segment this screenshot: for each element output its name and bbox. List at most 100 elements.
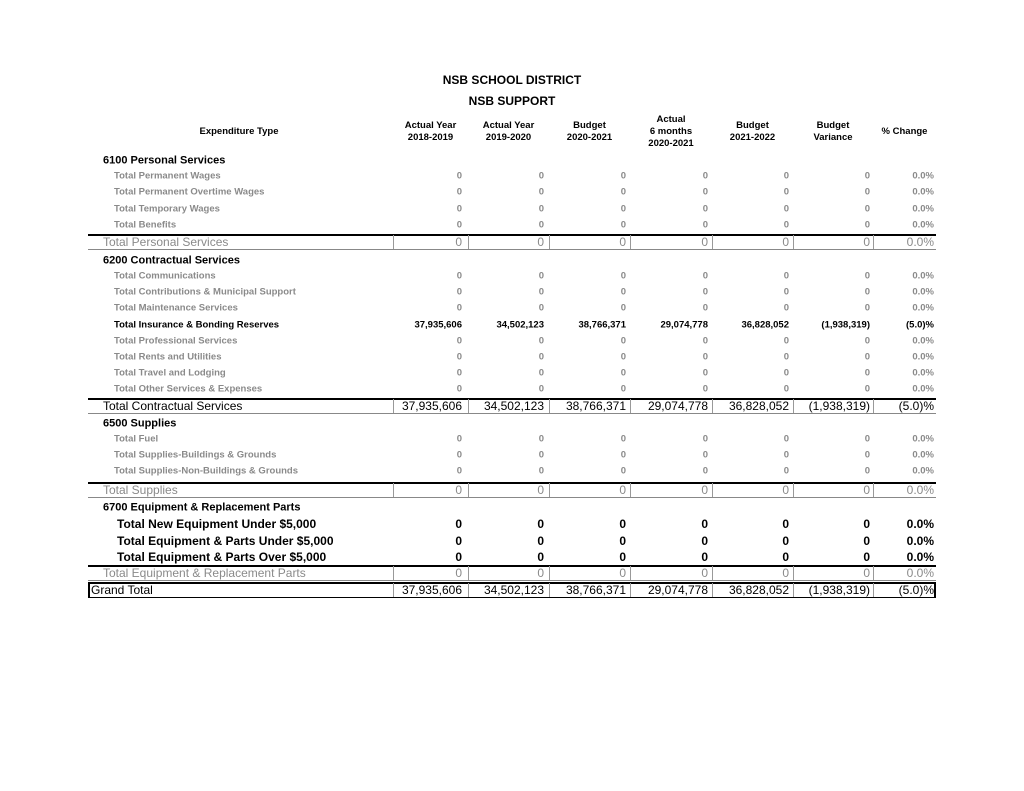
section-heading: 6100 Personal Services <box>103 154 226 167</box>
item-value: 0 <box>620 335 626 347</box>
total-value: 0 <box>455 566 462 580</box>
total-row <box>88 398 936 414</box>
total-value: 0 <box>701 235 708 249</box>
cell-divider <box>793 235 794 249</box>
total-label: Total Personal Services <box>103 235 229 249</box>
item-value: 0 <box>702 351 708 363</box>
item-label: Total Insurance & Bonding Reserves <box>114 319 280 331</box>
item-value: 0 <box>702 335 708 347</box>
item-value: (1,938,319) <box>821 319 870 331</box>
item-value: 0 <box>456 270 462 282</box>
item-value: 0 <box>864 383 870 395</box>
column-header: Actual Year 2019-2020 <box>482 120 535 143</box>
item-value: 0 <box>538 383 544 395</box>
item-value: 0 <box>863 517 870 531</box>
total-value: 38,766,371 <box>565 583 626 597</box>
cell-divider <box>712 483 713 497</box>
item-value: 0.0% <box>912 170 934 182</box>
item-value: 0 <box>783 367 789 379</box>
item-label: Total Other Services & Expenses <box>114 383 263 395</box>
item-value: 0 <box>702 170 708 182</box>
item-value: 0 <box>701 550 708 564</box>
total-value: 0.0% <box>906 483 934 497</box>
item-value: 0.0% <box>906 550 934 564</box>
item-value: 0 <box>702 465 708 477</box>
column-header: Expenditure Type <box>199 126 279 138</box>
item-value: 0 <box>619 517 626 531</box>
item-value: 0.0% <box>912 186 934 198</box>
report-subtitle: NSB SUPPORT <box>468 94 556 108</box>
item-value: 0 <box>864 367 870 379</box>
item-value: 0 <box>620 203 626 215</box>
cell-divider <box>549 399 550 413</box>
item-value: 0 <box>455 517 462 531</box>
item-value: 0 <box>620 433 626 445</box>
item-label: Total Benefits <box>114 219 177 231</box>
item-value: 0 <box>783 433 789 445</box>
item-value: 36,828,052 <box>741 319 789 331</box>
total-value: 0 <box>701 566 708 580</box>
item-value: 0 <box>864 203 870 215</box>
item-value: 0 <box>782 534 789 548</box>
item-value: 0 <box>456 203 462 215</box>
item-value: 0 <box>619 534 626 548</box>
total-value: (1,938,319) <box>808 399 870 413</box>
item-label: Total Rents and Utilities <box>114 351 222 363</box>
item-label: Total Supplies-Buildings & Grounds <box>114 449 277 461</box>
item-value: 0.0% <box>912 433 934 445</box>
total-value: 36,828,052 <box>728 583 789 597</box>
cell-divider <box>393 399 394 413</box>
item-label: Total New Equipment Under $5,000 <box>117 517 317 531</box>
item-value: 0 <box>702 383 708 395</box>
cell-divider <box>873 566 874 580</box>
total-value: 34,502,123 <box>483 399 544 413</box>
item-value: 0.0% <box>912 351 934 363</box>
item-value: 0 <box>702 367 708 379</box>
total-value: 29,074,778 <box>647 583 708 597</box>
total-value: 34,502,123 <box>483 583 544 597</box>
total-value: 0 <box>863 235 870 249</box>
item-label: Total Supplies-Non-Buildings & Grounds <box>114 465 299 477</box>
item-value: 0 <box>538 465 544 477</box>
item-value: 0.0% <box>912 270 934 282</box>
item-value: 0 <box>864 351 870 363</box>
item-value: 0 <box>456 286 462 298</box>
item-value: 0 <box>620 170 626 182</box>
item-value: 0 <box>864 186 870 198</box>
cell-divider <box>468 566 469 580</box>
item-label: Total Equipment & Parts Over $5,000 <box>117 550 327 564</box>
cell-divider <box>393 583 394 597</box>
item-value: 0 <box>456 302 462 314</box>
total-value: 0 <box>537 235 544 249</box>
item-value: 38,766,371 <box>578 319 626 331</box>
section-heading: 6200 Contractual Services <box>103 254 240 267</box>
item-label: Total Temporary Wages <box>114 203 220 215</box>
total-value: 0 <box>863 566 870 580</box>
item-value: 0 <box>538 219 544 231</box>
cell-divider <box>468 399 469 413</box>
item-value: 0.0% <box>912 219 934 231</box>
item-label: Total Communications <box>114 270 216 282</box>
item-label: Total Contributions & Municipal Support <box>114 286 296 298</box>
cell-divider <box>393 566 394 580</box>
column-header: Budget Variance <box>813 120 853 143</box>
item-value: (5.0)% <box>906 319 934 331</box>
item-value: 0 <box>864 465 870 477</box>
item-value: 0 <box>783 351 789 363</box>
item-value: 0 <box>702 219 708 231</box>
item-value: 0 <box>702 433 708 445</box>
item-value: 0 <box>783 335 789 347</box>
item-value: 0 <box>864 286 870 298</box>
column-header: % Change <box>881 126 928 138</box>
column-header: Actual 6 months 2020-2021 <box>648 114 694 149</box>
item-value: 0 <box>620 351 626 363</box>
item-value: 0 <box>456 383 462 395</box>
cell-divider <box>468 235 469 249</box>
cell-divider <box>712 235 713 249</box>
total-value: 0 <box>537 566 544 580</box>
column-header: Budget 2021-2022 <box>729 120 776 143</box>
item-label: Total Permanent Overtime Wages <box>114 186 265 198</box>
item-value: 0 <box>456 335 462 347</box>
item-value: 0 <box>620 449 626 461</box>
item-value: 0 <box>538 286 544 298</box>
